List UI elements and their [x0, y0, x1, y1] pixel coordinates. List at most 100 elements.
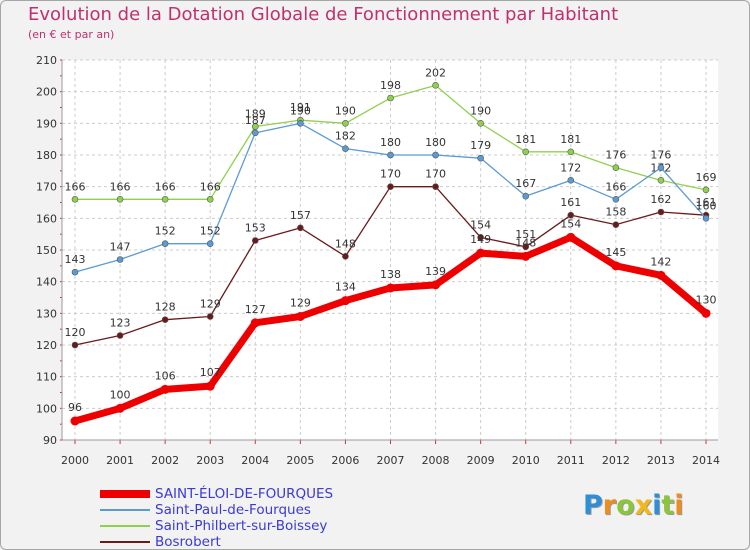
data-point-saint-paul-de-fourques — [71, 268, 79, 276]
data-point-saint-paul-de-fourques — [567, 177, 575, 184]
data-label-bosrobert: 170 — [380, 168, 401, 181]
x-tick-label: 2003 — [196, 454, 224, 467]
data-label-bosrobert: 162 — [650, 193, 671, 206]
data-label-saint-philbert-sur-boissey: 190 — [470, 104, 491, 117]
y-tick-label: 160 — [36, 212, 57, 225]
data-label-saint-eloi-de-fourques: 145 — [605, 246, 626, 259]
legend: SAINT-ÉLOI-DE-FOURQUES Saint-Paul-de-Fou… — [100, 486, 333, 550]
chart-title: Evolution de la Dotation Globale de Fonc… — [28, 4, 619, 25]
data-point-saint-eloi-de-fourques — [701, 308, 711, 318]
x-tick-label: 2009 — [467, 454, 495, 467]
data-label-saint-paul-de-fourques: 152 — [155, 225, 176, 238]
data-point-saint-paul-de-fourques — [116, 256, 124, 263]
proxiti-logo: Proxiti — [583, 490, 684, 521]
x-tick-label: 2004 — [241, 454, 269, 467]
y-tick-label: 200 — [36, 86, 57, 99]
data-point-bosrobert — [297, 224, 304, 232]
data-point-saint-eloi-de-fourques — [476, 248, 486, 258]
logo-letter: i — [674, 490, 684, 521]
data-label-saint-eloi-de-fourques: 138 — [380, 268, 401, 281]
data-label-saint-eloi-de-fourques: 148 — [515, 236, 536, 249]
data-label-bosrobert: 170 — [425, 168, 446, 181]
legend-swatch-bosrobert — [100, 541, 150, 543]
legend-swatch-saint-paul — [100, 509, 150, 511]
data-label-bosrobert: 128 — [155, 301, 176, 314]
legend-swatch-saint-eloi — [100, 490, 150, 498]
data-point-saint-philbert-sur-boissey — [657, 177, 665, 184]
data-label-saint-eloi-de-fourques: 149 — [470, 233, 491, 246]
y-tick-label: 150 — [36, 244, 57, 257]
data-point-saint-philbert-sur-boissey — [387, 94, 394, 102]
data-label-saint-paul-de-fourques: 187 — [245, 114, 266, 127]
data-point-bosrobert — [432, 183, 439, 190]
data-label-saint-eloi-de-fourques: 96 — [68, 401, 82, 414]
data-label-saint-paul-de-fourques: 172 — [560, 161, 581, 174]
data-label-saint-philbert-sur-boissey: 166 — [200, 180, 221, 193]
data-label-saint-philbert-sur-boissey: 181 — [515, 133, 536, 146]
x-tick-label: 2005 — [286, 454, 314, 467]
data-label-saint-paul-de-fourques: 167 — [515, 177, 536, 190]
legend-label-bosrobert: Bosrobert — [155, 534, 221, 550]
data-label-bosrobert: 161 — [696, 196, 717, 209]
data-point-saint-eloi-de-fourques — [521, 251, 531, 261]
y-tick-label: 190 — [36, 117, 57, 130]
data-label-saint-paul-de-fourques: 152 — [200, 225, 221, 238]
data-point-saint-paul-de-fourques — [251, 129, 259, 137]
data-point-saint-paul-de-fourques — [657, 164, 665, 171]
data-point-saint-eloi-de-fourques — [250, 318, 260, 328]
x-tick-label: 2008 — [422, 454, 450, 467]
x-tick-label: 2002 — [151, 454, 179, 467]
data-point-saint-paul-de-fourques — [161, 240, 169, 247]
data-point-bosrobert — [206, 313, 214, 320]
y-tick-label: 100 — [36, 402, 57, 415]
data-point-saint-paul-de-fourques — [387, 151, 394, 159]
data-point-saint-eloi-de-fourques — [295, 312, 305, 321]
data-label-saint-philbert-sur-boissey: 189 — [245, 108, 266, 121]
x-tick-label: 2011 — [557, 454, 585, 467]
data-point-saint-philbert-sur-boissey — [522, 148, 530, 156]
data-label-saint-eloi-de-fourques: 129 — [290, 297, 311, 310]
data-point-saint-philbert-sur-boissey — [116, 196, 124, 203]
data-point-saint-eloi-de-fourques — [160, 384, 170, 394]
data-label-bosrobert: 154 — [470, 218, 491, 231]
data-point-saint-eloi-de-fourques — [70, 416, 80, 426]
data-label-saint-paul-de-fourques: 180 — [425, 136, 446, 149]
data-point-saint-eloi-de-fourques — [205, 381, 215, 391]
legend-label-saint-paul: Saint-Paul-de-Fourques — [155, 502, 311, 518]
data-label-saint-paul-de-fourques: 166 — [605, 180, 626, 193]
legend-item-saint-paul: Saint-Paul-de-Fourques — [100, 502, 333, 518]
data-label-bosrobert: 120 — [65, 326, 86, 339]
data-point-saint-eloi-de-fourques — [431, 280, 441, 290]
y-tick-label: 130 — [36, 307, 57, 320]
logo-letter: o — [616, 490, 635, 521]
logo-letter: r — [602, 490, 617, 521]
data-point-saint-paul-de-fourques — [612, 196, 620, 203]
data-label-bosrobert: 148 — [335, 237, 356, 250]
x-tick-label: 2007 — [377, 454, 405, 467]
data-label-saint-paul-de-fourques: 182 — [335, 130, 356, 143]
data-point-saint-paul-de-fourques — [477, 154, 484, 162]
data-label-saint-paul-de-fourques: 147 — [110, 241, 131, 254]
data-label-bosrobert: 123 — [110, 317, 131, 330]
data-point-bosrobert — [161, 316, 169, 323]
data-point-bosrobert — [251, 237, 259, 244]
data-label-bosrobert: 158 — [605, 206, 626, 219]
data-point-bosrobert — [387, 183, 394, 190]
y-tick-label: 120 — [36, 339, 57, 352]
data-point-bosrobert — [567, 211, 575, 219]
data-label-saint-philbert-sur-boissey: 191 — [290, 101, 311, 114]
data-point-saint-philbert-sur-boissey — [251, 123, 259, 130]
legend-item-saint-philbert: Saint-Philbert-sur-Boissey — [100, 518, 333, 534]
data-point-bosrobert — [342, 253, 349, 260]
data-point-saint-philbert-sur-boissey — [161, 196, 169, 203]
x-tick-label: 2010 — [512, 454, 540, 467]
data-point-bosrobert — [116, 332, 124, 339]
data-point-saint-eloi-de-fourques — [611, 261, 621, 271]
data-point-bosrobert — [657, 208, 665, 216]
data-label-bosrobert: 153 — [245, 222, 266, 235]
logo-letter: x — [634, 490, 653, 521]
data-point-saint-philbert-sur-boissey — [612, 164, 620, 171]
data-label-saint-paul-de-fourques: 160 — [696, 199, 717, 212]
data-label-saint-philbert-sur-boissey: 166 — [110, 180, 131, 193]
